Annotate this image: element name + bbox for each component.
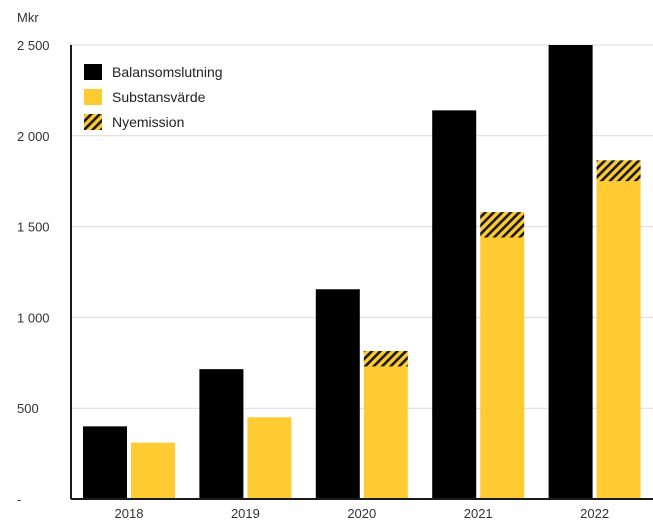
x-tick-label: 2020 [347, 506, 376, 521]
bar-substansvarde [131, 442, 175, 499]
axes: - 500 1 000 1 500 2 000 2 500 Mkr 2018 2019 2020 2… [17, 10, 653, 521]
y-axis-label: Mkr [17, 10, 39, 25]
bar-substansvarde [480, 237, 525, 499]
x-tick-label: 2021 [464, 506, 493, 521]
legend-swatch [84, 114, 102, 130]
bars [83, 45, 641, 499]
bar-nyemission [480, 212, 525, 238]
legend: Balansomslutning Substansvärde Nyemission [84, 64, 223, 130]
y-tick-label: 1 000 [17, 310, 50, 325]
x-tick-label: 2022 [580, 506, 609, 521]
y-tick-label: 500 [17, 401, 39, 416]
legend-label: Substansvärde [112, 89, 206, 105]
bar-balansomslutning [83, 426, 127, 499]
x-tick-label: 2018 [115, 506, 144, 521]
bar-substansvarde [596, 181, 641, 499]
bar-balansomslutning [315, 289, 360, 499]
legend-swatch [84, 89, 102, 105]
y-tick-label: 2 500 [17, 38, 50, 53]
bar-balansomslutning [432, 110, 477, 499]
legend-label: Balansomslutning [112, 64, 223, 80]
bar-nyemission [596, 160, 641, 182]
bar-balansomslutning [548, 45, 593, 499]
bar-balansomslutning [199, 369, 244, 499]
bar-nyemission [363, 350, 408, 367]
bar-substansvarde [247, 417, 292, 499]
x-tick-label: 2019 [231, 506, 260, 521]
bar-substansvarde [363, 366, 408, 499]
y-tick-label: 2 000 [17, 129, 50, 144]
y-tick-label: - [17, 492, 21, 507]
y-tick-label: 1 500 [17, 220, 50, 235]
legend-label: Nyemission [112, 114, 184, 130]
legend-swatch [84, 64, 102, 80]
